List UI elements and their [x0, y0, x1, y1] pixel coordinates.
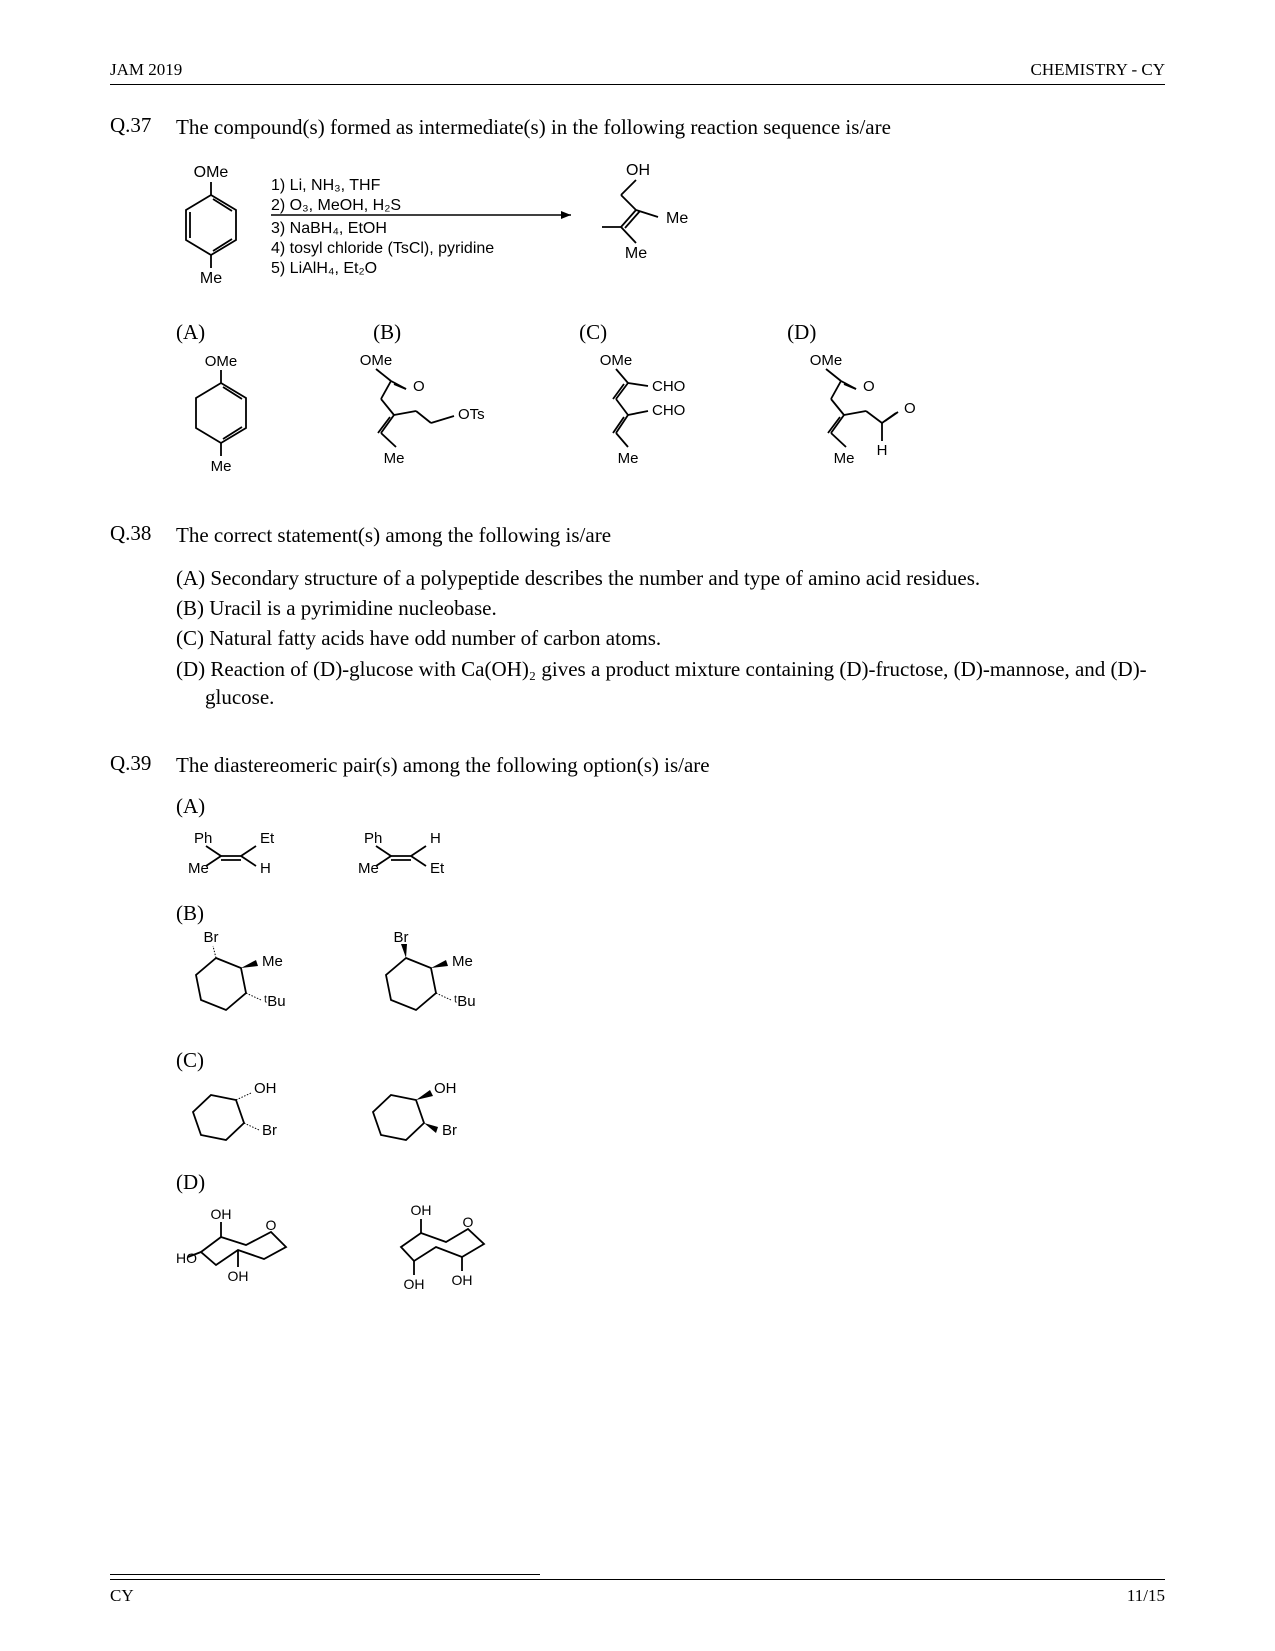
- q38-C: (C) Natural fatty acids have odd number …: [176, 624, 1165, 652]
- svg-text:O: O: [863, 378, 875, 395]
- q38-A: (A) Secondary structure of a polypeptide…: [176, 564, 1165, 592]
- footer-right: 11/15: [1127, 1586, 1165, 1606]
- svg-text:OH: OH: [626, 162, 650, 179]
- q37-reaction-scheme: OMe Me 1) Li, NH₃, THF 2) O₃, MeOH, H₂S …: [176, 155, 1165, 310]
- svg-text:2) O₃, MeOH, H₂S: 2) O₃, MeOH, H₂S: [271, 197, 401, 214]
- svg-text:Me: Me: [188, 860, 209, 877]
- svg-text:Br: Br: [262, 1122, 277, 1139]
- header-left: JAM 2019: [110, 60, 182, 80]
- q37-struct-C: OMe CHO CHO Me: [586, 351, 736, 481]
- svg-text:Me: Me: [262, 953, 283, 970]
- q39-text: The diastereomeric pair(s) among the fol…: [176, 751, 710, 779]
- svg-text:3) NaBH₄, EtOH: 3) NaBH₄, EtOH: [271, 220, 387, 237]
- svg-text:OH: OH: [434, 1080, 457, 1097]
- svg-text:Br: Br: [442, 1122, 457, 1139]
- svg-text:OH: OH: [404, 1276, 425, 1292]
- q39-D-structures: OH O HO OH OH O OH OH: [176, 1197, 1165, 1297]
- q39-B-label: (B): [176, 901, 1165, 926]
- svg-text:OMe: OMe: [360, 352, 393, 369]
- svg-text:OTs: OTs: [458, 406, 485, 423]
- svg-text:Br: Br: [204, 929, 219, 946]
- svg-text:Me: Me: [666, 210, 688, 227]
- svg-text:Me: Me: [452, 953, 473, 970]
- svg-text:OMe: OMe: [600, 352, 633, 369]
- svg-text:O: O: [463, 1214, 474, 1230]
- page-footer: CY 11/15: [110, 1579, 1165, 1606]
- svg-text:OH: OH: [254, 1080, 277, 1097]
- q38-B: (B) Uracil is a pyrimidine nucleobase.: [176, 594, 1165, 622]
- svg-text:O: O: [266, 1217, 277, 1233]
- svg-text:Me: Me: [384, 450, 405, 467]
- q39-A-label: (A): [176, 794, 1165, 819]
- q38-number: Q.38: [110, 521, 176, 549]
- svg-text:OH: OH: [411, 1202, 432, 1218]
- svg-text:OH: OH: [211, 1206, 232, 1222]
- svg-text:OMe: OMe: [205, 353, 238, 370]
- svg-text:OH: OH: [452, 1272, 473, 1288]
- svg-text:Me: Me: [358, 860, 379, 877]
- q39-D-label: (D): [176, 1170, 1165, 1195]
- svg-text:O: O: [413, 378, 425, 395]
- svg-text:ᵗBu: ᵗBu: [454, 993, 476, 1010]
- svg-text:Me: Me: [211, 458, 232, 475]
- svg-text:H: H: [430, 830, 441, 847]
- q37-text: The compound(s) formed as intermediate(s…: [176, 113, 891, 141]
- svg-text:CHO: CHO: [652, 402, 685, 419]
- footer-rule: [110, 1574, 540, 1575]
- svg-text:Me: Me: [618, 450, 639, 467]
- q39-C-label: (C): [176, 1048, 1165, 1073]
- svg-text:4) tosyl chloride (TsCl), pyri: 4) tosyl chloride (TsCl), pyridine: [271, 240, 494, 257]
- svg-text:5) LiAlH₄, Et₂O: 5) LiAlH₄, Et₂O: [271, 260, 377, 277]
- q37-optC-label: (C): [579, 320, 607, 345]
- footer-left: CY: [110, 1586, 134, 1606]
- q37-optB-label: (B): [373, 320, 401, 345]
- q37-struct-B: OMe O OTs Me: [346, 351, 526, 481]
- svg-text:H: H: [877, 442, 888, 459]
- svg-text:Me: Me: [200, 270, 222, 287]
- svg-text:1) Li, NH₃, THF: 1) Li, NH₃, THF: [271, 177, 381, 194]
- svg-text:ᵗBu: ᵗBu: [264, 993, 286, 1010]
- svg-text:Et: Et: [260, 830, 275, 847]
- page-header: JAM 2019 CHEMISTRY - CY: [110, 60, 1165, 85]
- svg-text:Ph: Ph: [194, 830, 212, 847]
- header-right: CHEMISTRY - CY: [1031, 60, 1165, 80]
- q37-struct-D: OMe O O H Me: [796, 351, 966, 481]
- svg-text:Me: Me: [834, 450, 855, 467]
- svg-text:O: O: [904, 400, 916, 417]
- q39-A-structures: Ph Me Et H Ph Me H Et: [176, 821, 1165, 891]
- q37-option-letters: (A) (B) (C) (D): [176, 320, 1165, 345]
- svg-text:H: H: [260, 860, 271, 877]
- q38-D: (D) Reaction of (D)-glucose with Ca(OH)₂…: [176, 655, 1165, 712]
- svg-text:OH: OH: [228, 1268, 249, 1284]
- svg-text:Me: Me: [625, 245, 647, 262]
- svg-text:Ph: Ph: [364, 830, 382, 847]
- q37-struct-A: OMe Me: [176, 351, 286, 481]
- q39-C-structures: OH Br OH Br: [176, 1075, 1165, 1160]
- q39-number: Q.39: [110, 751, 176, 779]
- q38-options: (A) Secondary structure of a polypeptide…: [176, 564, 1165, 712]
- q37-structures: OMe Me OMe O OTs Me: [176, 351, 1165, 481]
- q38-text: The correct statement(s) among the follo…: [176, 521, 611, 549]
- q39-B-structures: Br Me ᵗBu Br Me ᵗBu: [176, 928, 1165, 1038]
- svg-text:OMe: OMe: [810, 352, 843, 369]
- svg-text:Et: Et: [430, 860, 445, 877]
- svg-text:CHO: CHO: [652, 378, 685, 395]
- svg-text:HO: HO: [176, 1250, 197, 1266]
- svg-text:OMe: OMe: [194, 164, 229, 181]
- q37-optA-label: (A): [176, 320, 205, 345]
- svg-text:Br: Br: [394, 929, 409, 946]
- q37-optD-label: (D): [787, 320, 816, 345]
- q37-number: Q.37: [110, 113, 176, 141]
